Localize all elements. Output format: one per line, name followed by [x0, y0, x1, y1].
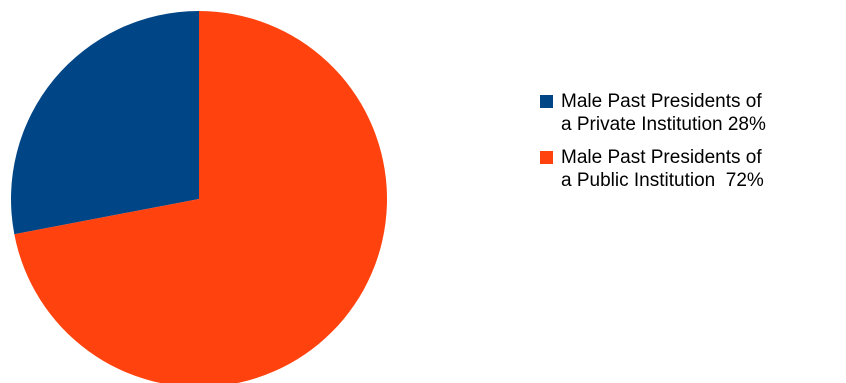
pie-slices: [10, 11, 387, 383]
legend-swatch-public: [540, 151, 553, 164]
legend-label-public-line-1: Male Past Presidents of: [561, 147, 762, 168]
legend-label-public-line-2: a Public Institution 72%: [561, 170, 764, 191]
legend-label-private-line-2: a Private Institution 28%: [561, 114, 766, 135]
legend-swatch-private: [540, 95, 553, 108]
legend-item-private: Male Past Presidents of a Private Instit…: [540, 90, 840, 136]
legend: Male Past Presidents of a Private Instit…: [540, 90, 840, 202]
legend-item-public: Male Past Presidents of a Public Institu…: [540, 146, 840, 192]
pie-slice-public: [14, 11, 387, 383]
legend-label-private-line-1: Male Past Presidents of: [561, 91, 762, 112]
pie-slice-private: [10, 11, 199, 235]
